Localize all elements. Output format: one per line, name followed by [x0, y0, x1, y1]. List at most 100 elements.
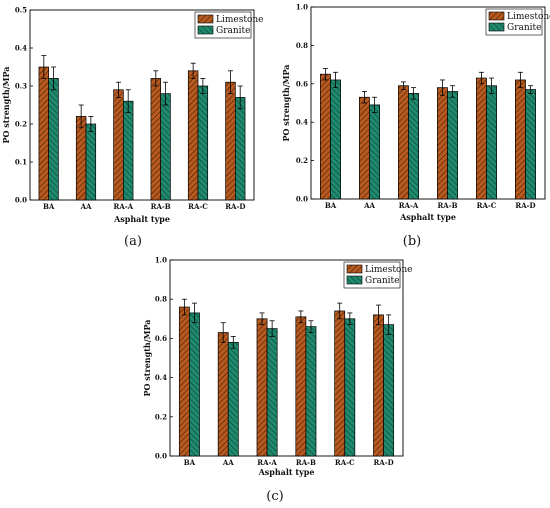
bar-limestone-ra-d — [225, 81, 236, 201]
bar-granite-ba — [48, 78, 59, 201]
chart-panel-1: 0.0 0.1 0.2 0.3 0.4 0.5 BA AA RA-A RA-B RA-C RA-D As… — [1, 6, 264, 250]
y-tick-label: 0.2 — [155, 412, 167, 421]
legend-label-limestone: Limestone — [365, 265, 413, 275]
bar-granite-ra-d — [525, 89, 536, 200]
x-tick-label: RA-A — [257, 458, 277, 467]
bar-granite-ra-d — [234, 97, 246, 201]
bar-limestone-ra-c — [476, 77, 487, 200]
bar-granite-aa — [227, 341, 239, 457]
bar-granite-ra-c — [344, 318, 356, 457]
y-axis-title: PO strength/MPa — [142, 320, 152, 397]
bar-granite-ra-b — [305, 326, 317, 457]
bar-limestone-aa — [217, 332, 229, 457]
bar-granite-aa — [369, 104, 380, 200]
legend-swatch-limestone — [346, 264, 363, 274]
x-tick-label: RA-A — [114, 202, 134, 211]
bar-limestone-ra-c — [334, 310, 346, 457]
y-tick-label: 1.0 — [155, 256, 167, 265]
bar-granite-ra-a — [266, 328, 278, 457]
bar-granite-ra-a — [408, 93, 419, 200]
x-axis-title: Asphalt type — [258, 467, 315, 477]
y-tick-label: 0.1 — [15, 158, 27, 167]
y-tick-label: 0.3 — [15, 82, 27, 91]
legend-swatch-granite — [346, 275, 363, 285]
x-tick-label: RA-D — [225, 202, 245, 211]
x-tick-label: RA-A — [399, 201, 419, 210]
y-tick-label: 0.2 — [15, 120, 27, 129]
bar-granite-ra-b — [447, 91, 458, 200]
x-tick-label: RA-C — [188, 202, 208, 211]
bar-granite-ra-c — [197, 85, 209, 201]
legend-label-limestone: Limestone — [216, 15, 264, 25]
x-tick-label: BA — [325, 201, 337, 210]
x-tick-label: AA — [80, 202, 92, 211]
bar-limestone-ra-a — [256, 318, 268, 457]
x-tick-label: AA — [222, 458, 234, 467]
x-axis-title: Asphalt type — [399, 212, 456, 222]
y-tick-label: 0.5 — [15, 6, 27, 15]
legend-swatch-limestone — [488, 11, 505, 21]
x-tick-label: RA-D — [515, 201, 535, 210]
x-tick-label: AA — [363, 201, 375, 210]
x-tick-label: RA-C — [335, 458, 355, 467]
legend-swatch-limestone — [197, 14, 214, 24]
panel-label: (a) — [124, 234, 142, 249]
y-tick-label: 0.0 — [296, 195, 308, 204]
x-axis-title: Asphalt type — [113, 214, 170, 224]
y-tick-label: 0.4 — [155, 373, 167, 382]
chart-panel-2: 0.0 0.2 0.4 0.6 0.8 1.0 BA AA RA-A RA-B RA-C RA-D As… — [281, 3, 550, 250]
x-tick-label: RA-C — [477, 201, 497, 210]
legend-swatch-granite — [197, 25, 214, 35]
x-tick-label: BA — [43, 202, 55, 211]
bar-granite-aa — [85, 123, 97, 201]
y-tick-label: 0.6 — [155, 334, 167, 343]
legend-label-limestone: Limestone — [507, 12, 550, 22]
bar-limestone-ra-d — [373, 314, 384, 457]
x-tick-label: RA-B — [151, 202, 171, 211]
bar-granite-ra-c — [486, 85, 497, 200]
bar-limestone-ra-b — [150, 78, 162, 201]
x-tick-label: BA — [184, 458, 196, 467]
y-axis-title: PO strength/MPa — [281, 65, 291, 142]
panel-label: (b) — [403, 234, 421, 249]
bar-limestone-ra-d — [515, 79, 526, 200]
bar-granite-ba — [330, 79, 341, 200]
bar-limestone-aa — [75, 116, 87, 201]
bar-limestone-ra-c — [187, 70, 199, 201]
bar-limestone-ba — [38, 66, 50, 201]
bar-limestone-ra-a — [113, 89, 124, 201]
legend-swatch-granite — [488, 22, 505, 32]
y-tick-label: 0.0 — [155, 452, 167, 461]
y-axis-title: PO strength/MPa — [1, 67, 11, 144]
x-tick-label: RA-B — [437, 201, 457, 210]
legend-label-granite: Granite — [507, 23, 541, 33]
y-tick-label: 0.8 — [296, 41, 308, 50]
x-tick-label: RA-D — [373, 458, 393, 467]
chart-panel-3: 0.0 0.2 0.4 0.6 0.8 1.0 BA AA RA-A RA-B RA-C RA-D As… — [142, 256, 413, 505]
y-tick-label: 0.2 — [296, 156, 308, 165]
y-tick-label: 0.4 — [15, 44, 27, 53]
panel-label: (c) — [266, 489, 283, 504]
bar-granite-ra-a — [122, 100, 134, 201]
y-tick-label: 0.8 — [155, 295, 167, 304]
plot-frame — [169, 259, 404, 457]
legend-label-granite: Granite — [216, 26, 250, 36]
y-tick-label: 0.6 — [296, 79, 308, 88]
bar-limestone-ra-b — [437, 87, 448, 200]
y-tick-label: 0.0 — [15, 196, 27, 205]
x-tick-label: RA-B — [296, 458, 316, 467]
bar-limestone-ba — [178, 306, 190, 457]
plot-frame — [310, 6, 546, 200]
bar-limestone-ra-a — [398, 85, 409, 200]
y-tick-label: 0.4 — [296, 118, 308, 127]
bar-limestone-ra-b — [295, 316, 307, 457]
bar-granite-ba — [189, 312, 200, 457]
bar-limestone-aa — [359, 96, 370, 200]
bar-granite-ra-d — [383, 324, 395, 457]
plot-frame — [29, 9, 255, 201]
bar-limestone-ba — [320, 73, 331, 200]
